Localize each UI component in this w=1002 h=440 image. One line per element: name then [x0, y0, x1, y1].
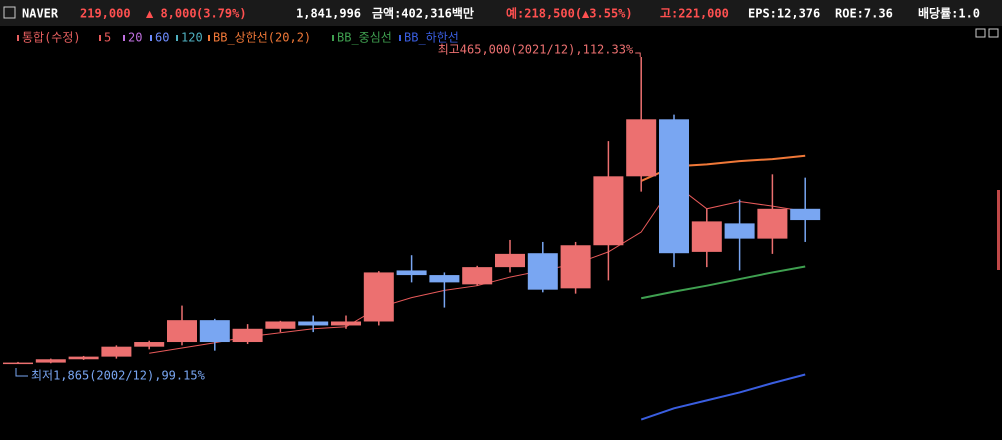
header-item: ROE:7.36	[835, 7, 893, 21]
legend-entry: BB_하한선	[404, 31, 459, 45]
legend-entry: 120	[181, 31, 203, 45]
candle-body	[495, 253, 525, 268]
candle-body	[265, 321, 296, 329]
candle-body	[101, 346, 132, 357]
legend-swatch	[99, 35, 101, 41]
candle-body	[527, 253, 558, 290]
legend-swatch	[332, 35, 334, 41]
candle-body	[626, 119, 657, 177]
max-annotation: 최고465,000(2021/12),112.33%	[438, 43, 634, 57]
candle-body	[691, 221, 722, 252]
header-item: NAVER	[22, 7, 59, 21]
legend-swatch	[123, 35, 125, 41]
candle-body	[232, 328, 263, 343]
candle-body	[3, 362, 33, 365]
candle-body	[757, 208, 788, 239]
candle-body	[396, 270, 427, 276]
candle-body	[429, 275, 460, 283]
candle-body	[331, 321, 361, 326]
min-arrow	[15, 368, 28, 377]
header-item: 예:218,500(▲3.55%)	[506, 6, 633, 21]
window-button[interactable]	[975, 28, 986, 38]
candle-body	[35, 359, 66, 363]
header-item: 배당률:1.0	[918, 6, 980, 21]
line-series	[641, 265, 806, 300]
legend-swatch	[208, 35, 210, 41]
header-bar	[0, 0, 1002, 26]
legend-entry: BB_상한선(20,2)	[213, 31, 311, 45]
header-item: 금액:402,316백만	[372, 6, 474, 21]
header-item: 219,000	[80, 7, 131, 21]
legend-entry: 5	[104, 31, 111, 45]
candle-body	[167, 320, 197, 343]
max-arrow	[635, 52, 641, 57]
candle-body	[560, 245, 591, 289]
legend-swatch	[399, 35, 401, 41]
candle-body	[298, 321, 329, 326]
min-annotation: 최저1,865(2002/12),99.15%	[31, 369, 206, 383]
legend-swatch	[176, 35, 178, 41]
checkbox[interactable]	[3, 6, 16, 19]
header-item: EPS:12,376	[748, 7, 820, 21]
candle-body	[68, 356, 99, 360]
legend-entry: 20	[128, 31, 142, 45]
candle-body	[724, 223, 755, 239]
window-button[interactable]	[988, 28, 999, 38]
legend-entry: BB_중심선	[337, 31, 392, 45]
candle-body	[659, 119, 689, 254]
header-item: 1,841,996	[296, 7, 361, 21]
legend-swatch	[17, 35, 19, 41]
header-item: ▲ 8,000	[146, 7, 197, 21]
candle-body	[790, 208, 821, 221]
candle-body	[593, 176, 624, 246]
legend-entry: 60	[155, 31, 169, 45]
header-item: 고:221,000	[660, 7, 729, 21]
candle-body	[134, 342, 165, 347]
header-item: (3.79%)	[196, 7, 247, 21]
candle-body	[462, 267, 493, 285]
line-series	[640, 373, 806, 421]
legend-swatch	[150, 35, 152, 41]
scroll-marker	[997, 190, 1000, 270]
legend-title: 통합(수정)	[22, 31, 81, 45]
candle-body	[199, 320, 230, 343]
candle-body	[363, 272, 394, 322]
